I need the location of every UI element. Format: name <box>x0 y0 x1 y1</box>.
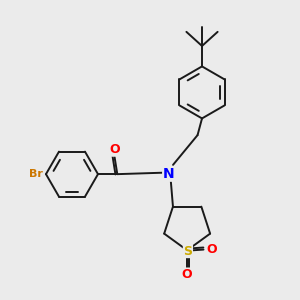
Text: O: O <box>182 268 193 281</box>
Text: O: O <box>182 268 193 281</box>
Text: N: N <box>163 167 174 181</box>
Text: O: O <box>109 143 120 156</box>
Text: N: N <box>163 167 174 181</box>
Text: S: S <box>183 244 192 258</box>
Text: O: O <box>109 143 120 156</box>
Text: O: O <box>206 243 217 256</box>
Text: O: O <box>206 243 217 256</box>
Text: Br: Br <box>29 169 43 179</box>
Text: S: S <box>183 244 192 258</box>
Text: Br: Br <box>28 169 43 179</box>
